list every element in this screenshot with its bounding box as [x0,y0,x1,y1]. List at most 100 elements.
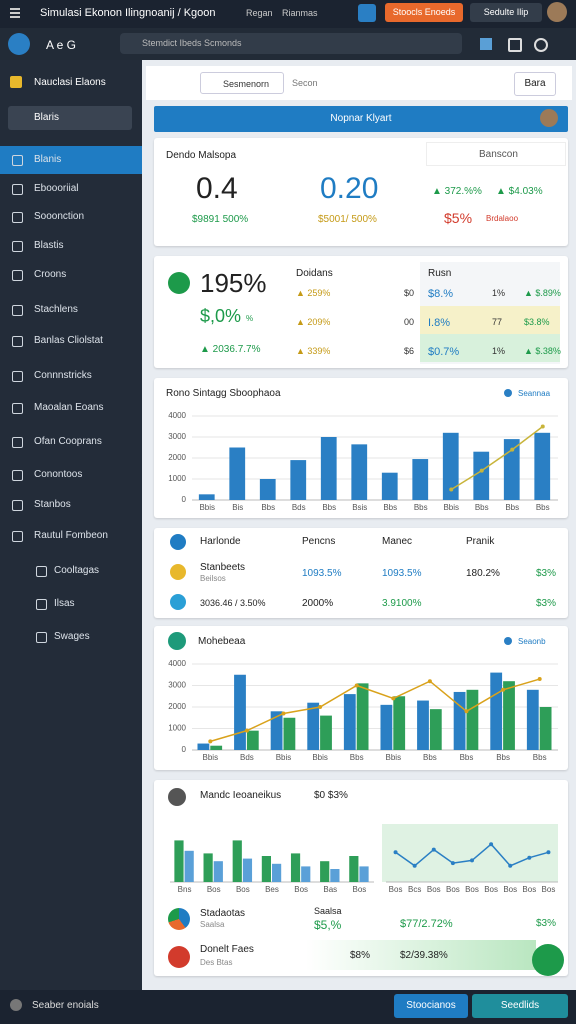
bar [359,866,369,882]
toolbar-icon[interactable] [480,38,492,50]
x-tick-label: Bos [236,885,250,894]
menu-icon[interactable] [10,8,20,10]
point [489,842,494,847]
x-tick-label: Bbis [312,753,328,762]
user-button[interactable]: Sedulte Ilip [470,3,542,22]
cell: $8% [350,950,371,961]
cell: $6 [404,346,415,356]
item-icon [12,336,23,347]
item-icon [12,403,23,414]
legend-label: Seannaa [518,389,551,398]
bar [272,863,282,882]
sidebar-item[interactable]: Maoalan Eoans [34,402,104,413]
point [354,683,359,688]
sidebar-search[interactable]: Blaris [8,106,132,130]
x-tick-label: Bis [232,503,243,512]
x-tick-label: Bos [542,885,556,894]
row-icon [170,594,186,610]
kpi: 0.4 [196,172,238,205]
cell: 1093.5% [382,568,422,579]
sidebar-item[interactable]: Croons [34,269,67,280]
sidebar-subitem[interactable]: Cooltagas [54,565,100,576]
breadcrumb: Regan [246,8,273,18]
bar [417,700,429,750]
sidebar-item[interactable]: Banlas Cliolstat [34,335,103,346]
cell: 1093.5% [302,568,342,579]
point [412,863,417,868]
status-icon [168,272,190,294]
toolbar-icon[interactable] [534,38,548,52]
bar [261,856,271,882]
footer-button[interactable]: Seedlids [472,994,568,1018]
panel-value: $0 $3% [314,790,348,801]
fab[interactable] [532,944,564,976]
point [546,850,551,855]
cell: $8.% [428,288,454,300]
x-tick-label: Bos [446,885,460,894]
point [470,858,474,863]
sidebar-item[interactable]: Connnstricks [34,370,92,381]
sidebar-item[interactable]: Stachlens [34,304,78,315]
bar [213,861,223,882]
cell: Saalsa [200,920,225,929]
tab[interactable]: Sesmenorn [200,72,284,94]
item-icon [12,305,23,316]
sidebar-subitem[interactable]: Ilsas [54,598,75,609]
sidebar-item[interactable]: Conontoos [34,469,83,480]
x-tick-label: Bds [292,503,306,512]
point [393,850,398,855]
sidebar [0,60,142,990]
change-label: Brdalaoo [486,214,519,223]
sidebar-item[interactable]: Blanis [34,154,62,165]
sidebar-item[interactable]: Ofan Cooprans [34,436,102,447]
x-tick-label: Bbs [414,503,428,512]
notify-icon[interactable] [358,4,376,22]
y-tick-label: 2000 [168,702,186,711]
y-tick-label: 4000 [168,411,186,420]
tab-button[interactable]: Bara [514,72,556,96]
avatar[interactable] [547,2,567,22]
search-input[interactable]: Stemdict Ibeds Scmonds [120,33,462,54]
x-tick-label: Bbs [261,503,275,512]
x-tick-label: Bos [427,885,441,894]
nav-buttons[interactable]: A e G [46,38,77,52]
point [510,447,515,452]
cell: $3% [536,568,557,579]
bar [351,444,368,500]
x-tick-label: Bbis [443,503,459,512]
sidebar-item[interactable]: Stanbos [34,499,71,510]
table-head: Pranik [466,536,495,547]
point [540,424,545,429]
cell: 3036.46 / 3.50% [200,598,266,608]
point [479,468,484,473]
toolbar-icon[interactable] [508,38,522,52]
dropdown[interactable]: Banscon [426,142,566,166]
cell: Stanbeets [200,562,246,573]
x-tick-label: Bos [389,885,403,894]
bar [320,861,330,882]
point [427,679,432,684]
kpi-sub: $,0% [200,306,242,326]
bar [210,745,223,750]
bar [393,696,406,750]
x-tick-label: Bbis [276,753,292,762]
sidebar-item[interactable]: Blastis [34,240,64,251]
sidebar-item[interactable]: Eboooriial [34,183,79,194]
sidebar-logo [10,76,22,88]
y-tick-label: 3000 [168,432,186,441]
bar [174,840,184,882]
footer-button[interactable]: Stoocianos [394,994,468,1018]
x-tick-label: Bes [265,885,279,894]
bar [526,689,539,750]
x-tick-label: Bos [353,885,367,894]
sidebar-subitem[interactable]: Swages [54,631,90,642]
sidebar-item[interactable]: Sooonction [34,211,85,222]
sidebar-item[interactable]: Rautul Fombeon [34,530,108,541]
cell: ▲ $.38% [524,346,561,356]
row-icon [170,534,186,550]
action-button[interactable]: Stoocls Enoeds [385,3,463,22]
bar [349,856,359,882]
cell: 1% [492,288,506,298]
tab[interactable]: Secon [292,78,318,88]
